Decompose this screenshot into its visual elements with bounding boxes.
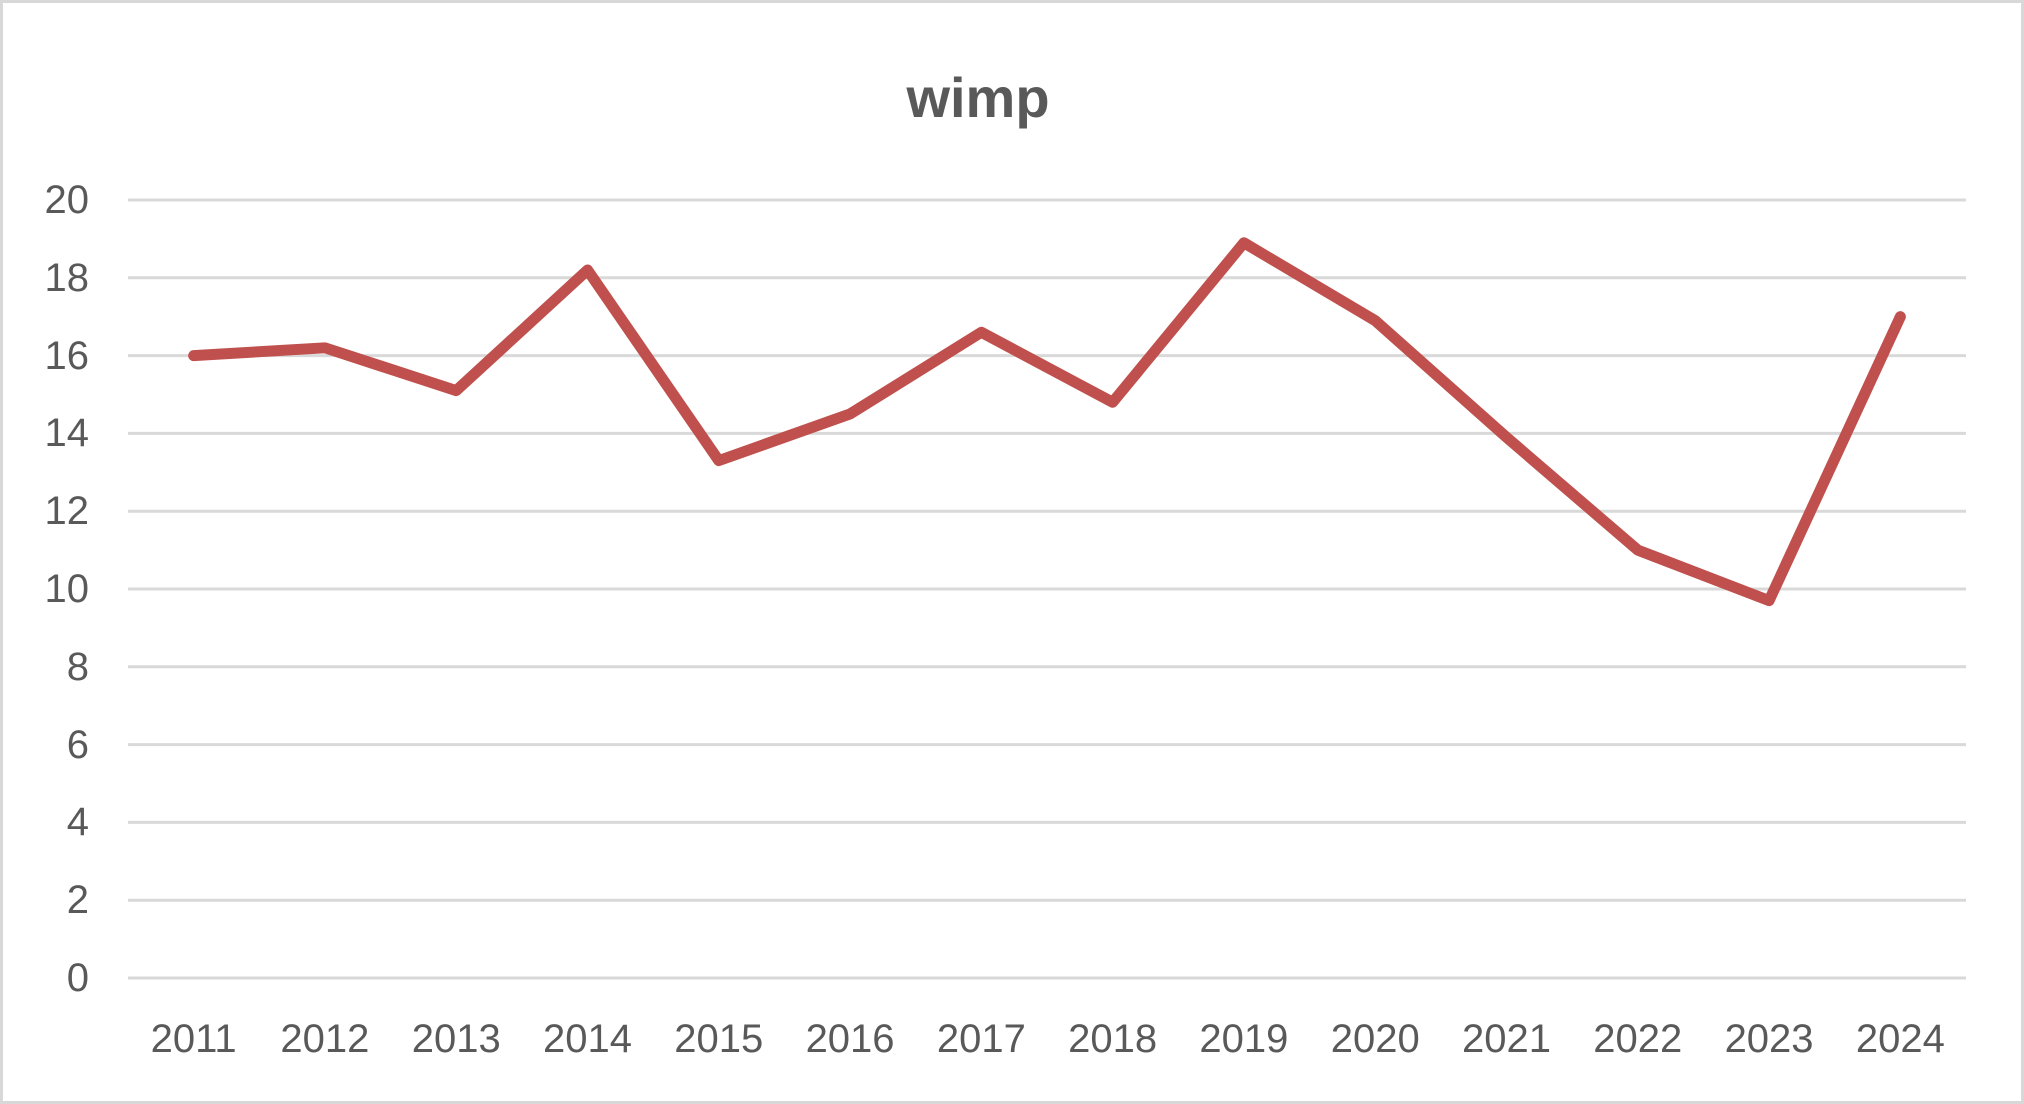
- y-tick-label: 16: [44, 333, 90, 378]
- y-tick-label: 6: [66, 722, 89, 767]
- x-tick-label: 2013: [411, 1017, 501, 1061]
- x-tick-label: 2018: [1068, 1017, 1158, 1061]
- x-tick-label: 2019: [1199, 1017, 1289, 1061]
- series-line-wimp: [188, 237, 1906, 607]
- chart-title: wimp: [906, 66, 1050, 129]
- x-tick-label: 2014: [543, 1017, 632, 1061]
- x-tick-label: 2021: [1462, 1017, 1551, 1061]
- x-tick-label: 2017: [936, 1017, 1026, 1061]
- y-tick-label: 2: [66, 878, 89, 923]
- y-tick-label: 0: [66, 956, 89, 1000]
- x-tick-label: 2011: [150, 1017, 237, 1061]
- x-tick-label: 2020: [1330, 1017, 1420, 1061]
- y-tick-label: 18: [44, 255, 90, 300]
- y-tick-label: 14: [44, 411, 90, 456]
- y-tick-label: 12: [44, 489, 90, 534]
- y-tick-label: 8: [66, 644, 89, 689]
- x-tick-label: 2012: [280, 1017, 370, 1061]
- plot-area: [128, 198, 1966, 980]
- y-tick-label: 4: [66, 800, 89, 845]
- y-tick-label: 20: [44, 178, 90, 222]
- x-tick-label: 2023: [1724, 1017, 1814, 1061]
- x-tick-label: 2024: [1855, 1017, 1945, 1061]
- x-tick-label: 2022: [1593, 1017, 1683, 1061]
- x-tick-label: 2015: [674, 1017, 764, 1061]
- x-tick-label: 2016: [805, 1017, 895, 1061]
- y-tick-label: 10: [44, 567, 90, 611]
